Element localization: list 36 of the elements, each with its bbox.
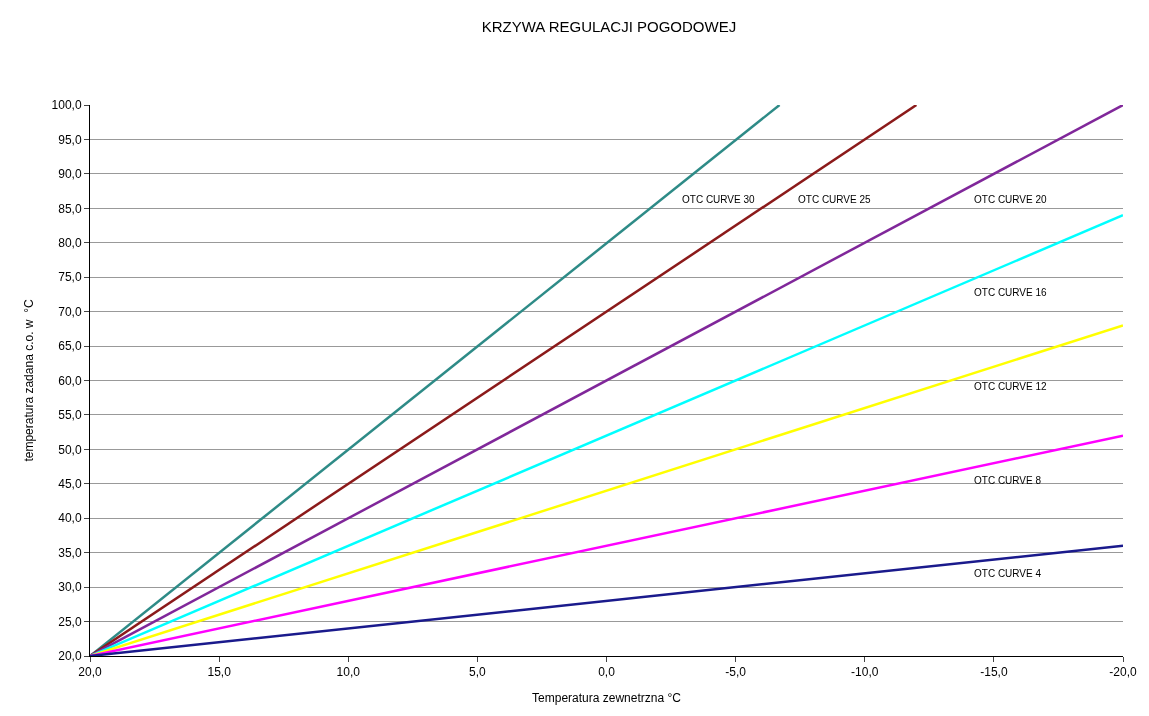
series-label: OTC CURVE 20 <box>974 194 1048 205</box>
series-label: OTC CURVE 30 <box>682 194 756 205</box>
y-tick-label: 65,0 <box>58 339 82 354</box>
series-label: OTC CURVE 12 <box>974 381 1048 392</box>
y-axis-title: temperatura zadana c.o. w °C <box>21 299 36 462</box>
y-tick-label: 60,0 <box>58 373 82 388</box>
y-tick-label: 90,0 <box>58 167 82 182</box>
series-label: OTC CURVE 25 <box>798 194 872 205</box>
y-tick-label: 55,0 <box>58 408 82 423</box>
y-tick-label: 30,0 <box>58 580 82 595</box>
y-tick-label: 35,0 <box>58 545 82 560</box>
x-tick-label: -10,0 <box>851 665 879 680</box>
x-axis-title: Temperatura zewnetrzna °C <box>532 691 682 706</box>
y-tick-label: 75,0 <box>58 270 82 285</box>
y-tick-label: 80,0 <box>58 235 82 250</box>
y-tick-label: 50,0 <box>58 442 82 457</box>
series-label: OTC CURVE 16 <box>974 287 1048 298</box>
x-tick-label: -20,0 <box>1109 665 1137 680</box>
y-tick-label: 85,0 <box>58 201 82 216</box>
y-tick-label: 20,0 <box>58 649 82 664</box>
y-tick-label: 45,0 <box>58 477 82 492</box>
x-tick-label: -15,0 <box>980 665 1008 680</box>
x-tick-label: 20,0 <box>78 665 102 680</box>
y-tick-label: 95,0 <box>58 132 82 147</box>
y-tick-label: 25,0 <box>58 614 82 629</box>
y-tick-label: 40,0 <box>58 511 82 526</box>
x-tick-label: 0,0 <box>598 665 616 680</box>
x-tick-label: 5,0 <box>469 665 487 680</box>
chart-title: KRZYWA REGULACJI POGODOWEJ <box>481 17 737 35</box>
x-tick-label: 15,0 <box>207 665 232 680</box>
x-tick-label: -5,0 <box>725 665 747 680</box>
series-label: OTC CURVE 8 <box>974 475 1042 486</box>
y-tick-label: 100,0 <box>51 98 82 113</box>
y-tick-label: 70,0 <box>58 304 82 319</box>
x-tick-label: 10,0 <box>336 665 361 680</box>
series-label: OTC CURVE 4 <box>974 568 1042 579</box>
